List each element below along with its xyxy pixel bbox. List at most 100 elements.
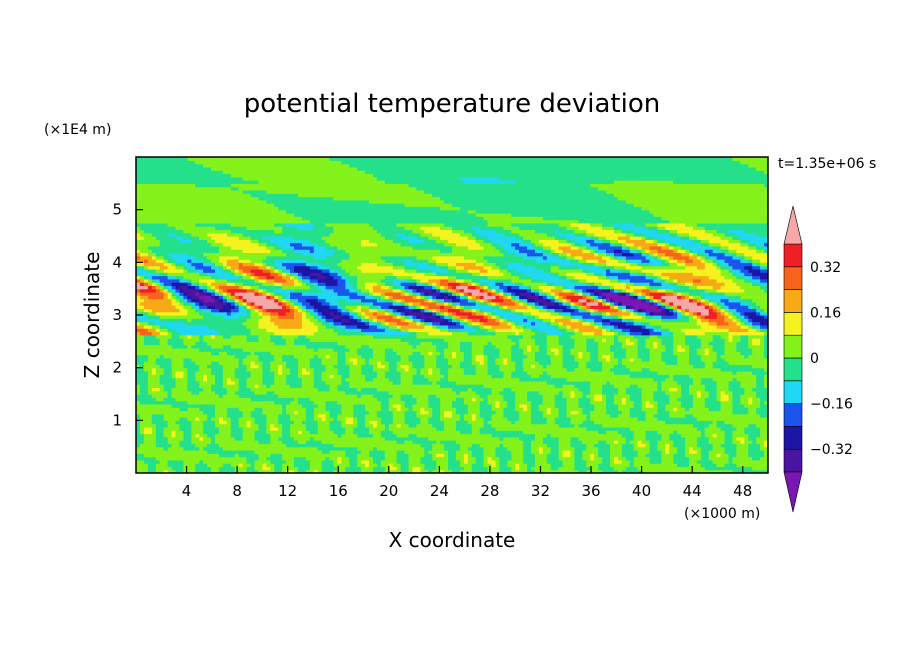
heatmap-cell xyxy=(266,370,271,375)
heatmap-cell xyxy=(274,403,279,408)
heatmap-cell xyxy=(724,397,730,402)
heatmap-cell xyxy=(455,430,461,435)
heatmap-cell xyxy=(270,400,275,405)
heatmap-cell xyxy=(610,466,615,471)
heatmap-cell xyxy=(432,407,437,412)
heatmap-cell xyxy=(606,387,611,392)
heatmap-cell xyxy=(136,459,141,464)
heatmap-cell xyxy=(677,449,682,454)
heatmap-cell xyxy=(712,463,718,468)
heatmap-cell xyxy=(250,394,256,398)
heatmap-cell xyxy=(732,433,737,438)
heatmap-cell xyxy=(286,387,291,392)
heatmap-cell xyxy=(677,390,682,395)
heatmap-cell xyxy=(278,433,283,438)
heatmap-cell xyxy=(764,410,768,415)
heatmap-cell xyxy=(685,377,690,382)
heatmap-cell xyxy=(329,459,335,464)
heatmap-cell xyxy=(511,440,516,444)
heatmap-cell xyxy=(720,456,726,461)
heatmap-cell xyxy=(266,449,271,454)
heatmap-cell xyxy=(325,469,331,473)
heatmap-cell xyxy=(657,394,662,398)
heatmap-cell xyxy=(175,370,181,375)
heatmap-cell xyxy=(744,453,749,458)
heatmap-cell xyxy=(396,453,402,458)
heatmap-cell xyxy=(301,469,307,473)
heatmap-cell xyxy=(692,433,698,438)
heatmap-cell xyxy=(353,420,358,425)
heatmap-cell xyxy=(420,459,425,464)
heatmap-cell xyxy=(511,417,516,421)
heatmap-cell xyxy=(459,430,465,435)
heatmap-cell xyxy=(617,370,623,375)
heatmap-cell xyxy=(301,374,307,379)
heatmap-cell xyxy=(617,469,623,473)
heatmap-cell xyxy=(700,407,706,412)
heatmap-cell xyxy=(554,410,560,415)
heatmap-cell xyxy=(384,469,390,473)
heatmap-cell xyxy=(566,400,572,405)
heatmap-cell xyxy=(499,403,504,408)
heatmap-cell xyxy=(756,380,761,385)
heatmap-cell xyxy=(740,374,745,379)
heatmap-cell xyxy=(400,413,406,418)
heatmap-cell xyxy=(278,384,283,389)
heatmap-cell xyxy=(179,443,184,448)
heatmap-cell xyxy=(136,420,141,425)
heatmap-cell xyxy=(542,410,548,415)
heatmap-cell xyxy=(515,370,520,375)
heatmap-cell xyxy=(613,456,619,461)
heatmap-cell xyxy=(365,446,370,451)
heatmap-cell xyxy=(404,443,410,448)
heatmap-cell xyxy=(692,453,698,458)
heatmap-cell xyxy=(724,420,730,425)
heatmap-cell xyxy=(246,407,252,412)
heatmap-cell xyxy=(274,370,279,375)
heatmap-cell xyxy=(365,436,370,441)
heatmap-cell xyxy=(286,426,291,431)
heatmap-cell xyxy=(171,377,177,382)
heatmap-cell xyxy=(175,449,181,454)
heatmap-cell xyxy=(570,466,576,471)
heatmap-cell xyxy=(542,374,548,379)
heatmap-cell xyxy=(321,390,327,395)
heatmap-cell xyxy=(139,394,145,398)
heatmap-cell xyxy=(653,443,658,448)
heatmap-cell xyxy=(637,394,643,398)
heatmap-cell xyxy=(428,446,433,451)
heatmap-cell xyxy=(353,374,358,379)
heatmap-cell xyxy=(661,380,666,385)
heatmap-cell xyxy=(534,433,540,438)
heatmap-cell xyxy=(463,387,469,392)
heatmap-cell xyxy=(570,420,576,425)
heatmap-cell xyxy=(258,423,263,428)
heatmap-cell xyxy=(455,417,461,421)
heatmap-cell xyxy=(570,377,576,382)
heatmap-cell xyxy=(297,443,303,448)
heatmap-cell xyxy=(266,469,271,473)
heatmap-cell xyxy=(724,423,730,428)
heatmap-cell xyxy=(317,459,323,464)
heatmap-cell xyxy=(139,443,145,448)
heatmap-cell xyxy=(610,426,615,431)
heatmap-cell xyxy=(527,469,532,473)
heatmap-cell xyxy=(479,413,485,418)
heatmap-cell xyxy=(736,449,741,454)
heatmap-cell xyxy=(748,397,753,402)
heatmap-cell xyxy=(487,433,493,438)
heatmap-cell xyxy=(586,453,591,458)
heatmap-cell xyxy=(274,456,279,461)
heatmap-cell xyxy=(542,436,548,441)
heatmap-cell xyxy=(700,443,706,448)
heatmap-cell xyxy=(440,426,445,431)
heatmap-cell xyxy=(207,423,212,428)
heatmap-cell xyxy=(661,377,666,382)
heatmap-cell xyxy=(594,433,599,438)
heatmap-cell xyxy=(582,394,587,398)
heatmap-cell xyxy=(550,443,556,448)
heatmap-cell xyxy=(459,459,465,464)
heatmap-cell xyxy=(183,417,188,421)
heatmap-cell xyxy=(369,449,374,454)
heatmap-cell xyxy=(183,436,188,441)
